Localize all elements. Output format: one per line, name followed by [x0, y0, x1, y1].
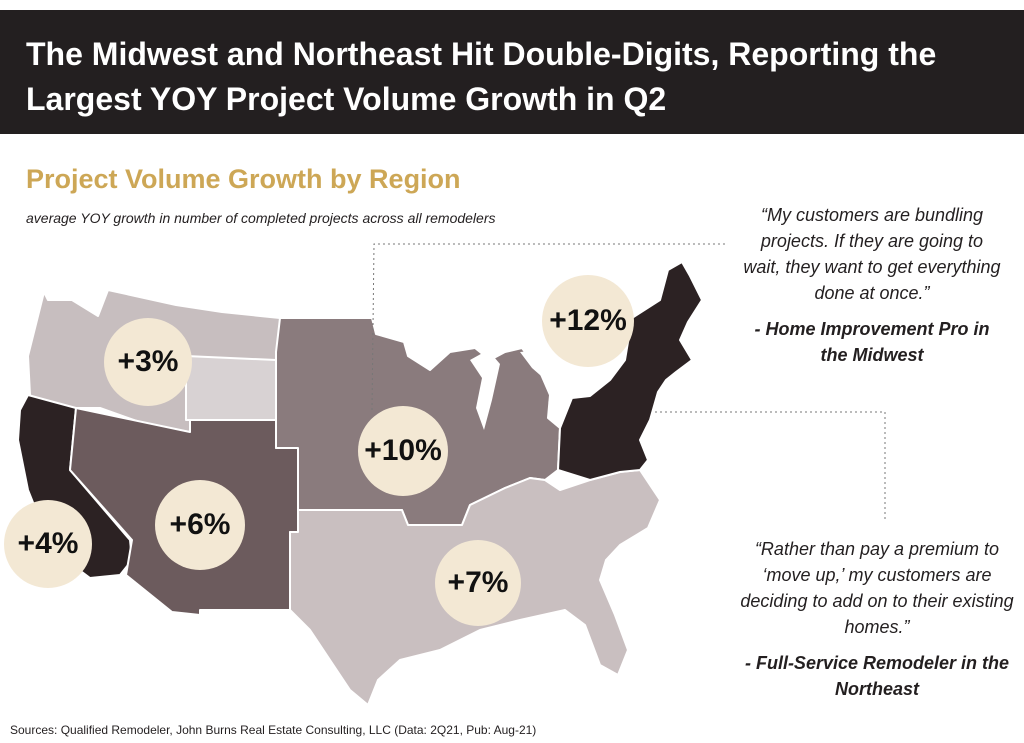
region-label-southwest: +6% [155, 480, 245, 570]
quote-midwest: “My customers are bundling projects. If … [740, 202, 1004, 368]
chart-subtitle: average YOY growth in number of complete… [26, 210, 496, 226]
region-label-northeast: +12% [542, 275, 634, 367]
state-wyoming [185, 355, 277, 421]
page-title: The Midwest and Northeast Hit Double-Dig… [26, 36, 937, 117]
quote-text: “My customers are bundling projects. If … [743, 205, 1001, 303]
quote-northeast: “Rather than pay a premium to ‘move up,’… [738, 536, 1016, 702]
region-label-south: +7% [435, 540, 521, 626]
quote-text: “Rather than pay a premium to ‘move up,’… [740, 539, 1014, 637]
quote-attribution: - Home Improvement Pro in the Midwest [754, 319, 990, 365]
leader-lines [371, 243, 886, 520]
region-northeast [557, 261, 703, 481]
region-label-california: +4% [4, 500, 92, 588]
great-lakes [470, 348, 590, 430]
sources-note: Sources: Qualified Remodeler, John Burns… [10, 723, 537, 737]
title-banner: The Midwest and Northeast Hit Double-Dig… [0, 10, 1024, 134]
region-label-northwest: +3% [104, 318, 192, 406]
region-label-midwest: +10% [358, 406, 448, 496]
chart-title: Project Volume Growth by Region [26, 164, 461, 194]
quote-attribution: - Full-Service Remodeler in the Northeas… [744, 653, 1010, 699]
